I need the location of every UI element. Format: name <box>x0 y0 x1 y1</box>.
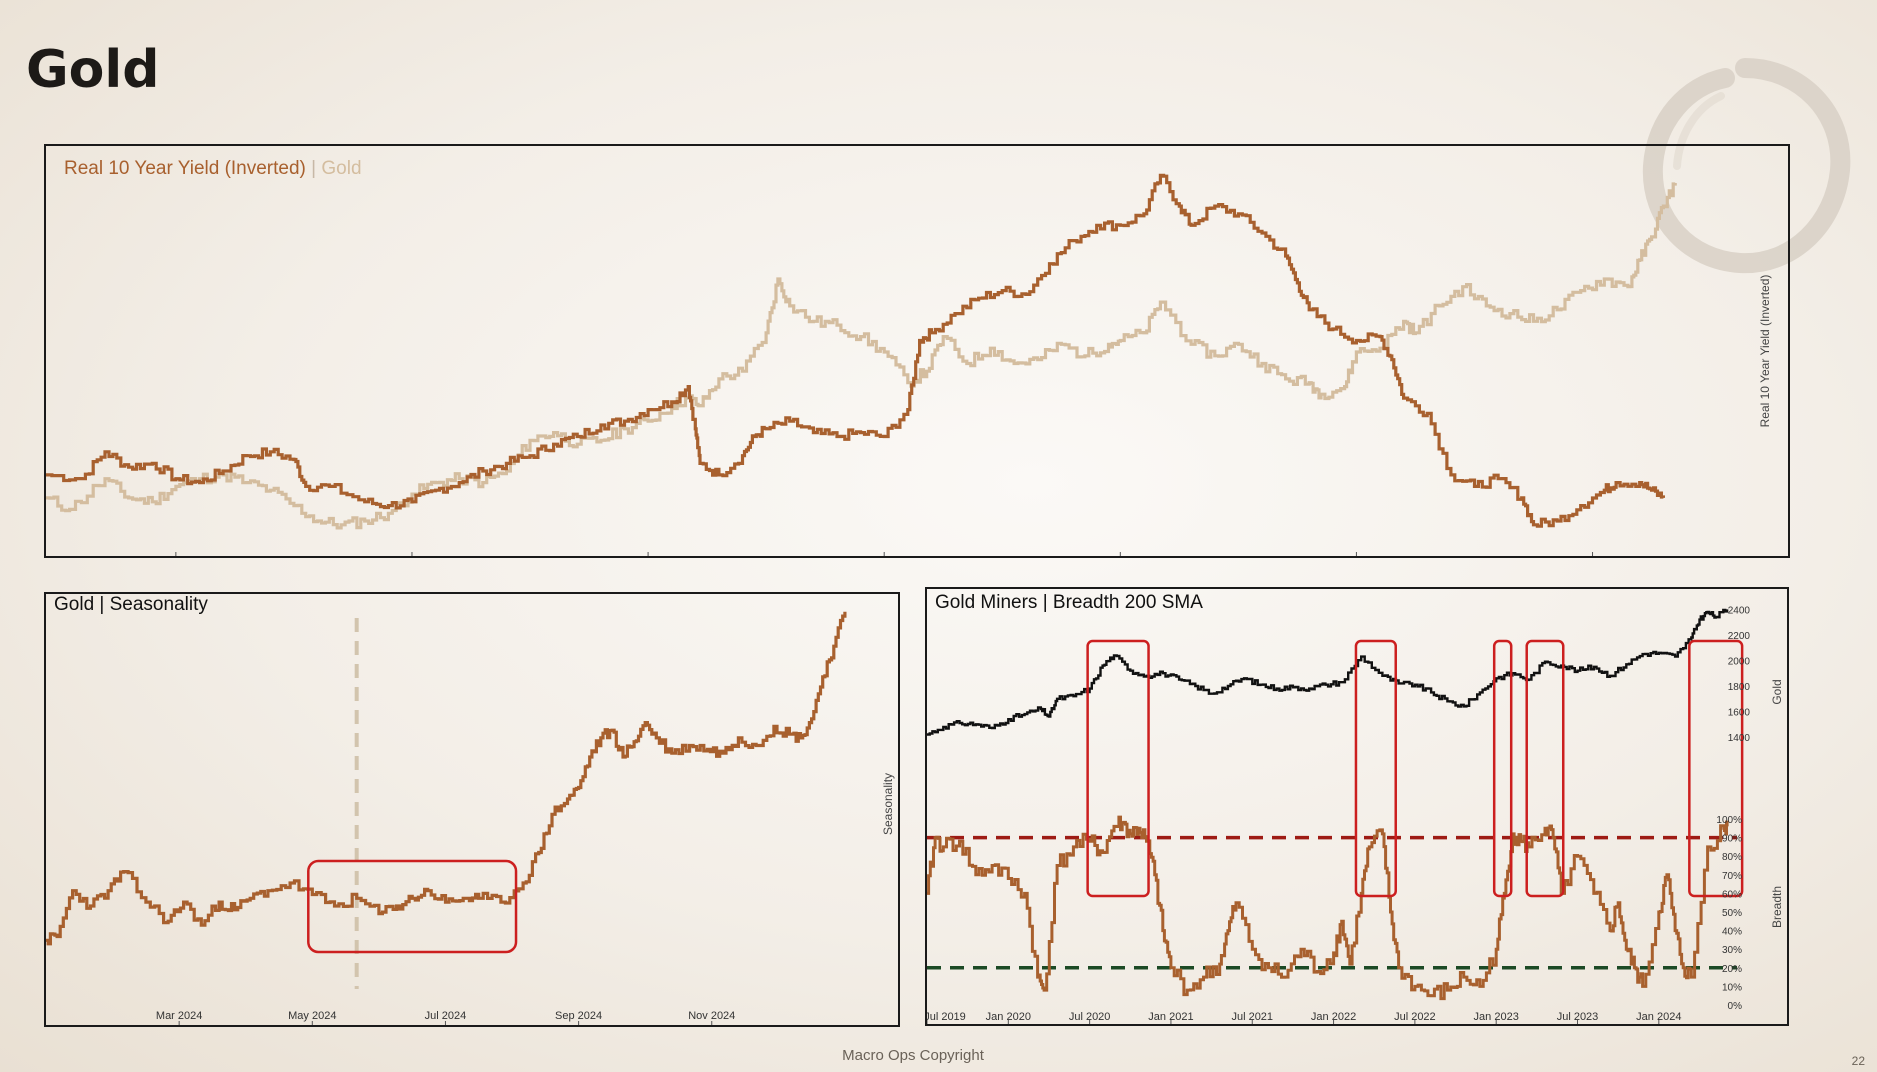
miners-highlight-box <box>1354 639 1397 898</box>
x-tick-label: Jan 2020 <box>986 1011 1031 1023</box>
slide-title: Gold <box>26 40 160 100</box>
x-tick-label: Jul 2024 <box>425 1010 467 1022</box>
x-tick-label: Jul 2021 <box>1231 1011 1273 1023</box>
real-yield-gold-panel: Real 10 Year Yield (Inverted) | Gold 201… <box>44 144 1790 558</box>
x-tick-label: Nov 2024 <box>688 1010 735 1022</box>
x-tick-label: Jan 2022 <box>1311 1011 1356 1023</box>
title-separator: | <box>305 158 322 179</box>
breadth-axis-tick: 40% <box>1722 927 1742 938</box>
gold-title: Gold <box>321 158 362 179</box>
breadth-axis-tick: 60% <box>1722 889 1742 900</box>
miners-title: Gold Miners | Breadth 200 SMA <box>935 592 1203 613</box>
breadth-axis-tick: 80% <box>1722 852 1742 863</box>
gold-miners-panel: Gold Miners | Breadth 200 SMA 1400 1600 18… <box>925 587 1789 1026</box>
gold-axis-tick: 2200 <box>1728 631 1751 642</box>
x-tick-label: Jul 2022 <box>1394 1011 1436 1023</box>
real-yield-line <box>46 173 1665 528</box>
gold-line <box>46 182 1677 530</box>
miners-highlight-box <box>1688 639 1744 898</box>
seasonality-line <box>46 611 847 946</box>
x-tick-label: Sep 2024 <box>555 1010 602 1022</box>
seasonality-highlight-box <box>307 859 518 954</box>
breadth-axis-tick: 90% <box>1722 834 1742 845</box>
miners-highlight-box <box>1492 639 1513 898</box>
gold-axis-tick: 1800 <box>1728 682 1751 693</box>
gold-axis-tick: 2000 <box>1728 656 1751 667</box>
y-axis-label: Seasonality <box>881 773 895 835</box>
gold-price-line <box>927 608 1729 736</box>
real-yield-title: Real 10 Year Yield (Inverted) <box>64 158 306 179</box>
breadth-axis-label: Breadth <box>1770 886 1784 928</box>
seasonality-title: Gold | Seasonality <box>54 594 208 615</box>
x-tick-label: Jul 2023 <box>1557 1011 1599 1023</box>
breadth-axis-tick: 100% <box>1716 815 1742 826</box>
breadth-axis-tick: 0% <box>1728 1001 1743 1012</box>
gold-axis-tick: 1600 <box>1728 708 1751 719</box>
x-tick-label: Jan 2021 <box>1148 1011 1193 1023</box>
breadth-line <box>927 815 1729 1001</box>
y-axis-label: Real 10 Year Yield (Inverted) <box>1758 275 1772 428</box>
breadth-axis-tick: 50% <box>1722 908 1742 919</box>
miners-highlight-box <box>1086 639 1150 898</box>
breadth-axis-tick: 30% <box>1722 945 1742 956</box>
x-tick-label: Mar 2024 <box>156 1010 202 1022</box>
breadth-axis-tick: 70% <box>1722 871 1742 882</box>
gold-seasonality-panel: Gold | Seasonality Mar 2024 May 2024 Jul 2… <box>44 592 900 1027</box>
x-tick-label: Jan 2023 <box>1474 1011 1519 1023</box>
x-tick-label: Jul 2020 <box>1069 1011 1111 1023</box>
seasonality-plot: Mar 2024 May 2024 Jul 2024 Sep 2024 Nov 2024… <box>46 611 895 1025</box>
miners-highlight-box <box>1525 639 1565 898</box>
breadth-axis-tick: 10% <box>1722 982 1742 993</box>
real-yield-gold-plot: 2018201920202021202220232024Real 10 Year… <box>46 173 1772 556</box>
gold-axis-label: Gold <box>1770 679 1784 704</box>
gold-axis-tick: 2400 <box>1728 605 1751 616</box>
gold-axis-tick: 1400 <box>1728 733 1751 744</box>
x-tick-label: Jan 2024 <box>1636 1011 1681 1023</box>
enso-watermark <box>1642 58 1851 274</box>
breadth-axis-tick: 20% <box>1722 964 1742 975</box>
x-tick-label: May 2024 <box>288 1010 336 1022</box>
gold-miners-plot: 1400 1600 1800 2000 2200 2400 Gold 0% 10% 20% 30% 4… <box>927 605 1784 1024</box>
x-tick-label: Jul 2019 <box>927 1011 966 1023</box>
copyright-footer: Macro Ops Copyright <box>842 1047 984 1064</box>
page-number: 22 <box>1851 1054 1865 1068</box>
real-yield-gold-title: Real 10 Year Yield (Inverted) | Gold <box>64 158 362 180</box>
